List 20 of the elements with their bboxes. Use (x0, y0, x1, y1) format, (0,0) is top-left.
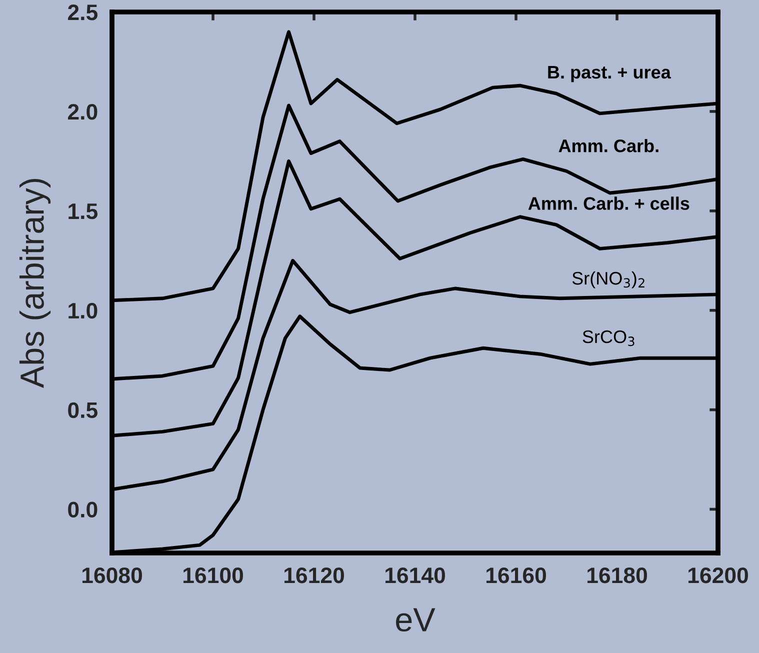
series-label: Amm. Carb. + cells (528, 196, 690, 210)
x-tick-label: 16140 (386, 567, 445, 584)
series-label: B. past. + urea (548, 66, 671, 82)
x-tick-label: 16100 (184, 567, 243, 584)
y-tick-label: 2.5 (68, 4, 98, 20)
y-tick-label: 0.5 (68, 402, 98, 418)
series-label: SrCO$_{3}$ (582, 330, 634, 346)
x-tick-label: 16200 (688, 567, 748, 584)
y-axis-title: Abs (arbitrary) (19, 178, 51, 388)
x-tick-label: 16120 (284, 567, 344, 584)
y-tick-label: 1.5 (68, 204, 98, 220)
x-axis-title: eV (396, 608, 436, 632)
y-tick-label: 2.0 (68, 104, 98, 120)
x-tick-label: 16080 (82, 567, 142, 584)
series-label: Sr(NO$_{3}$)$_{2}$ (572, 271, 644, 288)
x-tick-label: 16180 (588, 567, 647, 584)
y-tick-label: 1.0 (68, 302, 98, 319)
x-tick-label: 16160 (486, 567, 546, 584)
series-label: Amm. Carb. (558, 139, 658, 152)
y-tick-label: 0.0 (68, 502, 98, 518)
